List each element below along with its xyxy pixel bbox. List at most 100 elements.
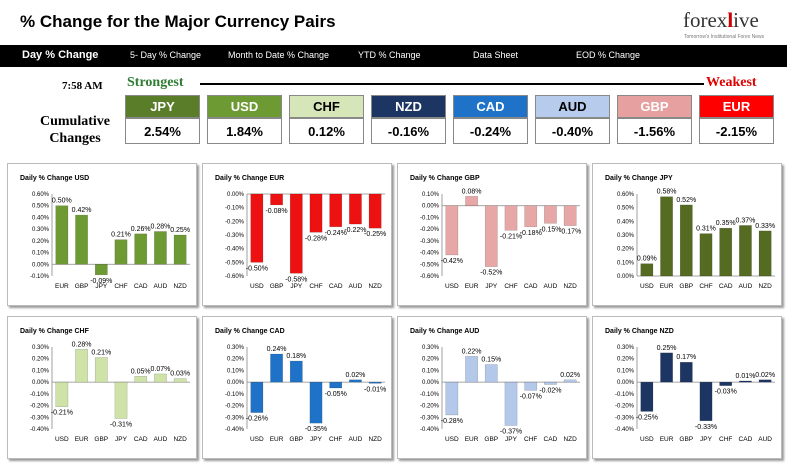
nav-day-change[interactable]: Day % Change (22, 49, 99, 61)
currency-head-cad: CAD (453, 95, 528, 118)
y-tick-label: 0.30% (32, 345, 50, 351)
data-label: -0.25% (636, 414, 658, 421)
y-tick-label: 0.20% (32, 239, 50, 245)
bar-jpy (484, 205, 498, 267)
data-label: 0.02% (755, 372, 775, 379)
data-label: -0.08% (265, 208, 287, 215)
data-label: 0.26% (131, 226, 151, 233)
nav-ytd-change[interactable]: YTD % Change (358, 50, 421, 60)
x-tick-label: CAD (524, 283, 538, 290)
y-tick-label: 0.00% (227, 192, 245, 198)
data-label: 0.25% (170, 227, 190, 234)
x-tick-label: JPY (310, 436, 323, 443)
bar-eur (465, 196, 478, 206)
y-tick-label: -0.30% (30, 415, 50, 421)
nav-5-day-change[interactable]: 5- Day % Change (130, 50, 202, 60)
y-tick-label: -0.20% (420, 227, 440, 233)
bar-cad (739, 380, 752, 383)
data-label: -0.22% (344, 227, 366, 234)
bar-eur (465, 356, 478, 383)
x-tick-label: AUD (544, 283, 558, 290)
y-tick-label: -0.40% (615, 427, 635, 433)
data-label: 0.50% (52, 198, 72, 205)
bar-jpy (114, 381, 128, 419)
data-label: 0.28% (150, 223, 170, 230)
x-tick-label: JPY (700, 436, 713, 443)
data-label: 0.52% (676, 197, 696, 204)
bar-aud (739, 225, 752, 277)
y-tick-label: 0.30% (32, 227, 50, 233)
header: % Change for the Major Currency Pairs fo… (0, 0, 787, 44)
y-tick-label: -0.60% (225, 274, 245, 280)
x-tick-label: CAD (134, 283, 148, 290)
currency-value-gbp: -1.56% (617, 118, 692, 144)
data-label: -0.28% (441, 418, 463, 425)
chart-title: Daily % Change GBP (410, 175, 480, 182)
x-tick-label: EUR (55, 283, 69, 290)
bar-chf (309, 193, 323, 233)
forexlive-logo[interactable]: forexlive (683, 8, 759, 32)
data-label: 0.35% (716, 220, 736, 227)
data-label: -0.03% (715, 389, 737, 396)
x-tick-label: NZD (173, 436, 187, 443)
y-tick-label: 0.60% (617, 192, 635, 198)
y-tick-label: -0.50% (420, 262, 440, 268)
y-tick-label: -0.30% (420, 239, 440, 245)
bar-nzd (563, 205, 577, 226)
bar-gbp (289, 360, 303, 383)
y-tick-label: -0.20% (225, 219, 245, 225)
x-tick-label: NZD (758, 283, 772, 290)
nav-month-to-date-change[interactable]: Month to Date % Change (228, 50, 330, 60)
y-tick-label: -0.30% (225, 233, 245, 239)
x-tick-label: CHF (329, 436, 342, 443)
data-label: 0.02% (560, 372, 580, 379)
x-tick-label: AUD (154, 283, 168, 290)
data-label: -0.02% (539, 387, 561, 394)
data-label: 0.42% (72, 207, 92, 214)
bar-chf (524, 381, 538, 391)
chart-title: Daily % Change JPY (605, 175, 673, 182)
bar-chf (329, 381, 343, 389)
x-tick-label: CAD (739, 436, 753, 443)
x-tick-label: AUD (739, 283, 753, 290)
x-tick-label: USD (445, 283, 459, 290)
chart-panel-gbp: Daily % Change GBP 0.10% 0.00% -0.10% -0.20%… (397, 163, 587, 306)
data-label: -0.35% (305, 426, 327, 433)
chart-panel-cad: Daily % Change CAD 0.30% 0.20% 0.10% 0.00% -0… (202, 316, 392, 459)
chf-chart: Daily % Change CHF 0.30% 0.20% 0.10% 0.00% -0… (20, 328, 190, 443)
bar-gbp (484, 364, 498, 383)
x-tick-label: NZD (173, 283, 187, 290)
x-tick-label: JPY (485, 283, 498, 290)
y-tick-label: 0.00% (617, 380, 635, 386)
data-label: 0.28% (72, 341, 92, 348)
bar-aud (544, 205, 557, 224)
y-tick-label: 0.30% (617, 345, 635, 351)
y-tick-label: -0.40% (225, 427, 245, 433)
nav-eod-change[interactable]: EOD % Change (576, 50, 641, 60)
data-label: -0.33% (695, 424, 717, 431)
bar-usd (250, 381, 264, 413)
y-tick-label: 0.00% (32, 380, 50, 386)
cumulative-changes-label: Cumulative Changes (40, 113, 110, 147)
y-tick-label: -0.40% (420, 427, 440, 433)
data-label: 0.15% (481, 357, 501, 364)
bar-cad (134, 233, 148, 265)
y-tick-label: 0.10% (617, 260, 635, 266)
x-tick-label: CHF (524, 436, 537, 443)
currency-head-gbp: GBP (617, 95, 692, 118)
timestamp: 7:58 AM (62, 80, 103, 92)
x-tick-label: USD (640, 283, 654, 290)
x-tick-label: EUR (465, 283, 479, 290)
y-tick-label: 0.10% (422, 192, 440, 198)
currency-head-aud: AUD (535, 95, 610, 118)
x-tick-label: GBP (679, 436, 693, 443)
nav-data-sheet[interactable]: Data Sheet (473, 50, 519, 60)
y-tick-label: -0.60% (420, 274, 440, 280)
x-tick-label: AUD (758, 436, 772, 443)
y-tick-label: 0.20% (227, 357, 245, 363)
y-tick-label: -0.10% (225, 392, 245, 398)
data-label: 0.33% (755, 223, 775, 230)
y-tick-label: -0.30% (225, 415, 245, 421)
x-tick-label: GBP (289, 436, 303, 443)
bar-chf (114, 239, 128, 265)
